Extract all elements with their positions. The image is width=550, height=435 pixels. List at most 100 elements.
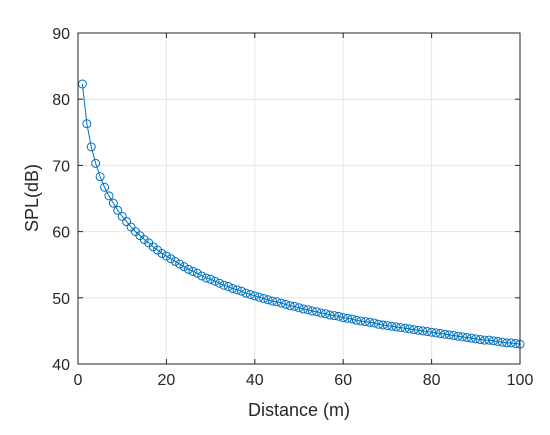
data-point xyxy=(104,191,114,201)
data-point xyxy=(228,284,238,294)
axes xyxy=(77,32,521,365)
data-point xyxy=(170,256,180,266)
data-point xyxy=(117,211,127,221)
data-point xyxy=(290,301,300,311)
x-tick-label: 60 xyxy=(334,372,352,389)
x-tick-label: 20 xyxy=(158,372,176,389)
data-point xyxy=(343,313,353,323)
data-point xyxy=(488,336,498,346)
data-point xyxy=(157,248,167,258)
data-point xyxy=(179,262,189,272)
series-line xyxy=(81,83,521,345)
data-point xyxy=(431,328,441,338)
data-point xyxy=(480,335,490,345)
y-tick-label: 60 xyxy=(52,225,70,242)
data-point xyxy=(166,254,176,264)
y-tick-label: 70 xyxy=(52,158,70,175)
data-point xyxy=(281,299,291,309)
data-point xyxy=(351,315,361,325)
data-point xyxy=(241,288,251,298)
data-point xyxy=(312,307,322,317)
data-point xyxy=(254,292,264,302)
data-point xyxy=(161,251,171,261)
data-point xyxy=(453,331,463,341)
data-point xyxy=(108,198,118,208)
x-tick-label: 100 xyxy=(507,372,534,389)
data-point xyxy=(391,322,401,332)
data-point xyxy=(365,317,375,327)
data-point xyxy=(206,274,216,284)
data-point xyxy=(334,311,344,321)
data-point xyxy=(329,311,339,321)
data-point xyxy=(444,330,454,340)
x-tick-label: 0 xyxy=(74,372,83,389)
data-point xyxy=(409,325,419,335)
data-point xyxy=(493,336,503,346)
data-point xyxy=(506,338,516,348)
data-point xyxy=(449,331,459,341)
axes-box xyxy=(77,32,521,365)
data-point xyxy=(184,264,193,274)
data-point xyxy=(86,142,96,152)
data-point xyxy=(466,333,476,343)
data-point xyxy=(267,296,277,306)
data-point xyxy=(435,329,445,339)
y-tick-label: 40 xyxy=(52,357,70,374)
data-point xyxy=(396,323,406,333)
y-tick-label: 50 xyxy=(52,291,70,308)
data-point xyxy=(276,298,286,308)
data-point xyxy=(497,337,507,347)
data-point xyxy=(122,217,132,227)
data-point xyxy=(91,158,101,168)
y-tick-label: 90 xyxy=(52,26,70,43)
plot-background xyxy=(78,33,520,364)
data-point xyxy=(259,293,269,303)
data-point xyxy=(356,316,366,326)
data-point xyxy=(201,273,211,283)
x-tick-label: 80 xyxy=(423,372,441,389)
data-point xyxy=(347,314,357,324)
data-point xyxy=(418,326,428,336)
x-tick-label: 40 xyxy=(246,372,264,389)
data-point xyxy=(100,182,110,192)
data-point xyxy=(405,324,414,334)
data-point xyxy=(378,320,388,330)
data-point xyxy=(223,282,233,292)
data-point xyxy=(484,335,494,345)
ticks: 0 20 40 60 80 100 40 50 60 70 80 90 xyxy=(52,26,533,389)
data-point xyxy=(360,317,370,327)
data-point xyxy=(82,119,92,129)
data-point xyxy=(188,266,198,276)
data-point xyxy=(298,304,308,314)
data-point xyxy=(197,271,207,281)
data-point xyxy=(294,303,304,313)
data-point xyxy=(210,276,220,286)
data-point xyxy=(502,338,512,348)
data-point xyxy=(325,310,335,320)
data-point xyxy=(475,335,485,345)
data-point xyxy=(219,280,229,290)
data-point xyxy=(458,332,468,342)
data-point xyxy=(272,297,282,307)
data-point xyxy=(175,259,185,269)
data-point xyxy=(263,295,273,305)
y-tick-label: 80 xyxy=(52,92,70,109)
data-point xyxy=(427,327,437,337)
data-point xyxy=(369,318,379,328)
data-point xyxy=(303,305,313,315)
data-point xyxy=(214,278,224,288)
data-point xyxy=(387,321,397,331)
data-point xyxy=(440,329,450,339)
data-point xyxy=(285,301,295,311)
data-point xyxy=(250,291,260,301)
y-axis-label: SPL(dB) xyxy=(22,164,42,232)
data-point xyxy=(471,334,481,344)
data-point xyxy=(237,286,247,296)
data-point xyxy=(245,289,255,299)
data-point xyxy=(382,321,392,331)
series-layer xyxy=(77,79,525,349)
data-point xyxy=(232,285,242,295)
data-point xyxy=(400,323,410,333)
data-point xyxy=(95,172,105,182)
